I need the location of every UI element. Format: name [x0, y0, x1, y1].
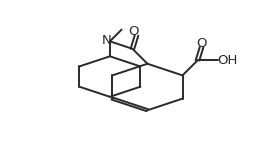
Text: N: N: [102, 34, 112, 47]
Text: O: O: [196, 37, 207, 50]
Text: O: O: [129, 25, 139, 38]
Text: OH: OH: [217, 54, 238, 67]
